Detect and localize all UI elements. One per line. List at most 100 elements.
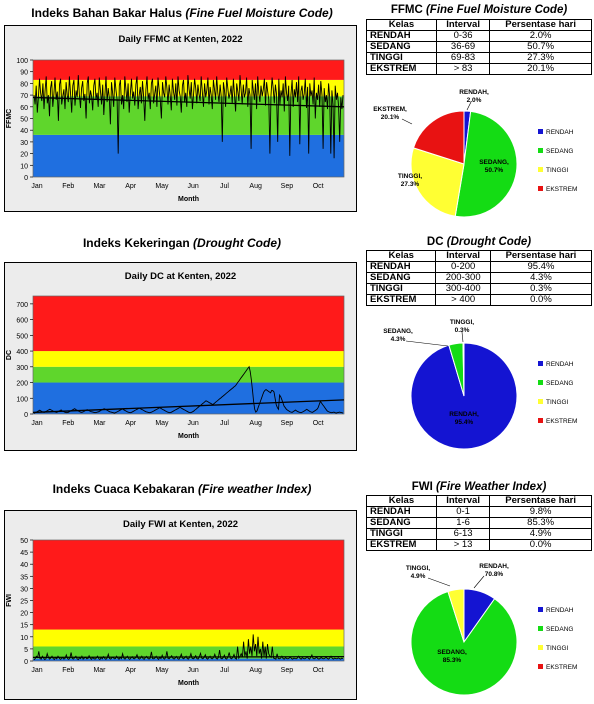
band-ekstrem xyxy=(33,60,344,80)
legend-swatch-sedang xyxy=(538,148,543,153)
band-rendah xyxy=(33,658,344,661)
table-cell-interval: 1-6 xyxy=(435,517,491,529)
table-row: TINGGI 6-13 4.9% xyxy=(366,528,592,540)
x-tick-label: Oct xyxy=(313,420,324,427)
pie-label-name: SEDANG, xyxy=(437,649,467,656)
table-row: TINGGI 300-400 0.3% xyxy=(365,283,593,295)
x-tick-label: Apr xyxy=(125,183,137,190)
pie-label-value: 85.3% xyxy=(443,657,462,664)
section-title-italic: (Fine Fuel Moisture Code) xyxy=(185,6,333,20)
table-cell-interval: 0-1 xyxy=(435,506,491,518)
pie-label-name: RENDAH, xyxy=(449,411,479,418)
legend-label: RENDAH xyxy=(546,607,574,614)
legend-swatch-ekstrem xyxy=(538,664,543,669)
legend-label: TINGGI xyxy=(546,167,569,174)
pie-label-sedang: SEDANG,85.3% xyxy=(437,649,467,664)
y-tick-label: 90 xyxy=(20,70,28,77)
table-row: RENDAH 0-36 2.0% xyxy=(366,30,592,42)
trend-line xyxy=(32,96,345,108)
table-cell-kelas: TINGGI xyxy=(366,52,437,64)
x-tick-label: Feb xyxy=(62,183,74,190)
table-cell-kelas: TINGGI xyxy=(366,528,437,540)
section-title-ffmc: Indeks Bahan Bakar Halus (Fine Fuel Mois… xyxy=(2,6,362,20)
pie-leader-line xyxy=(461,331,464,343)
table-cell-persen: 85.3% xyxy=(489,517,592,529)
table-cell-interval: 6-13 xyxy=(435,528,491,540)
table-header-row: Kelas Interval Persentase hari xyxy=(366,495,592,507)
x-tick-label: Aug xyxy=(249,667,262,674)
table-header-cell: Interval xyxy=(435,19,491,31)
x-tick-label: Aug xyxy=(249,183,262,190)
y-axis-label: FFMC xyxy=(6,109,13,128)
pie-label-name: SEDANG, xyxy=(479,159,509,166)
x-tick-label: Sep xyxy=(281,183,294,190)
pie-label-ekstrem: EKSTREM,20.1% xyxy=(373,106,407,121)
y-tick-label: 30 xyxy=(20,140,28,147)
legend-label: RENDAH xyxy=(546,361,574,368)
y-tick-label: 35 xyxy=(20,574,28,581)
legend-swatch-rendah xyxy=(538,607,543,612)
legend-label: SEDANG xyxy=(546,626,573,633)
y-tick-label: 25 xyxy=(20,599,28,606)
pie-label-name: RENDAH, xyxy=(459,89,489,96)
table-cell-interval: > 13 xyxy=(435,539,491,551)
table-cell-persen: 50.7% xyxy=(489,41,592,53)
trend-line xyxy=(32,655,345,659)
table-cell-persen: 20.1% xyxy=(489,63,592,75)
pie-leader-line xyxy=(466,101,472,111)
legend-swatch-tinggi xyxy=(538,645,543,650)
table-cell-interval: 36-69 xyxy=(435,41,491,53)
pie-leader-line xyxy=(473,575,485,589)
table-cell-interval: 69-83 xyxy=(435,52,491,64)
table-cell-persen: 4.3% xyxy=(489,272,593,284)
x-tick-label: May xyxy=(155,420,169,427)
trend-line xyxy=(32,399,345,414)
pie-slice-tinggi xyxy=(462,342,465,397)
pie-leader-line xyxy=(427,577,451,587)
pie-label-sedang: SEDANG,4.3% xyxy=(383,328,413,343)
legend-swatch-tinggi xyxy=(538,167,543,172)
y-tick-label: 70 xyxy=(20,93,28,100)
pie-slice-sedang xyxy=(410,590,518,696)
table-row: EKSTREM > 400 0.0% xyxy=(365,294,593,306)
pie-label-tinggi: TINGGI,4.9% xyxy=(406,565,430,580)
pie-slice-tinggi xyxy=(447,588,465,643)
band-sedang xyxy=(33,366,344,383)
table-cell-kelas: RENDAH xyxy=(366,506,437,518)
y-tick-label: 500 xyxy=(16,333,28,340)
y-tick-label: 10 xyxy=(20,163,28,170)
x-tick-label: Jul xyxy=(220,667,229,674)
legend-swatch-rendah xyxy=(538,129,543,134)
legend-label: TINGGI xyxy=(546,645,569,652)
legend-label: EKSTREM xyxy=(546,418,577,425)
y-tick-label: 80 xyxy=(20,81,28,88)
y-tick-label: 20 xyxy=(20,152,28,159)
x-tick-label: Jun xyxy=(188,420,199,427)
ffmc-line-chart: Daily FFMC at Kenten, 2022 0 10 20 30 40 50 60 7… xyxy=(6,34,345,203)
y-tick-label: 45 xyxy=(20,550,28,557)
x-tick-label: Jun xyxy=(188,667,199,674)
pie-label-value: 20.1% xyxy=(381,114,400,121)
table-header-cell: Kelas xyxy=(366,495,437,507)
table-row: RENDAH 0-1 9.8% xyxy=(366,506,592,518)
table-cell-kelas: EKSTREM xyxy=(366,539,437,551)
pie-label-tinggi: TINGGI,0.3% xyxy=(450,319,474,334)
table-header-cell: Interval xyxy=(435,250,491,262)
table-header-cell: Persentase hari xyxy=(489,495,592,507)
x-tick-label: Oct xyxy=(313,183,324,190)
y-tick-label: 700 xyxy=(16,302,28,309)
y-tick-label: 50 xyxy=(20,538,28,545)
x-axis-label: Month xyxy=(178,680,199,687)
y-tick-label: 100 xyxy=(16,58,28,65)
table-cell-kelas: EKSTREM xyxy=(366,63,437,75)
band-tinggi xyxy=(33,629,344,647)
section-title-main: Indeks Bahan Bakar Halus xyxy=(31,6,183,20)
legend-label: SEDANG xyxy=(546,148,573,155)
fwi-pie-chart: RENDAH,70.8% SEDANG,85.3% TINGGI,4.9% RENDA… xyxy=(406,563,577,696)
plot-area xyxy=(32,295,345,415)
table-cell-persen: 95.4% xyxy=(489,261,593,273)
section-title-main: Indeks Cuaca Kebakaran xyxy=(52,482,195,496)
y-tick-label: 300 xyxy=(16,365,28,372)
dc-pie-chart: RENDAH,95.4% SEDANG,4.3% TINGGI,0.3% RENDAH… xyxy=(383,319,577,450)
x-tick-label: Jan xyxy=(31,667,42,674)
